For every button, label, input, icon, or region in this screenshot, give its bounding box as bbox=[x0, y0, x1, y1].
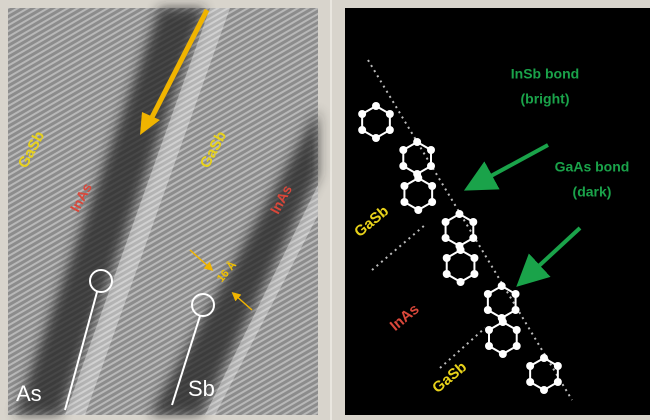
atom bbox=[441, 234, 450, 242]
atom bbox=[483, 306, 492, 314]
atom bbox=[400, 198, 409, 206]
atom bbox=[414, 206, 423, 214]
atom bbox=[498, 350, 507, 358]
atom bbox=[399, 162, 408, 170]
bond-arrow bbox=[516, 226, 582, 287]
atom bbox=[497, 282, 506, 290]
yellow-arrow bbox=[145, 8, 210, 127]
atom bbox=[385, 126, 394, 134]
atom bbox=[358, 110, 367, 118]
interface-line bbox=[367, 59, 573, 401]
atom bbox=[470, 270, 479, 278]
atom bbox=[485, 326, 494, 334]
atom bbox=[512, 326, 521, 334]
bright-bands bbox=[65, 8, 318, 415]
interface-line bbox=[439, 327, 486, 369]
atom bbox=[469, 234, 478, 242]
atom bbox=[540, 354, 548, 362]
atom bbox=[442, 254, 451, 262]
spacing-arrow bbox=[231, 292, 253, 311]
atom-chain bbox=[358, 102, 562, 394]
atom bbox=[441, 218, 450, 226]
atom bbox=[511, 290, 520, 298]
sb-pointer bbox=[171, 315, 201, 406]
atom bbox=[512, 342, 521, 350]
atom-label: As bbox=[16, 381, 42, 406]
spacing-arrow bbox=[189, 249, 214, 272]
atom bbox=[498, 318, 507, 326]
atom bbox=[372, 134, 380, 142]
atom bbox=[372, 102, 380, 110]
atom bbox=[553, 378, 562, 386]
yellow-arrow-head bbox=[140, 112, 160, 135]
atom bbox=[540, 386, 548, 394]
atom bbox=[428, 182, 437, 190]
as-pointer bbox=[64, 291, 98, 411]
sb-circle bbox=[191, 293, 215, 317]
atom bbox=[428, 198, 437, 206]
atom bbox=[455, 210, 464, 218]
atom bbox=[456, 246, 465, 254]
schematic bbox=[345, 8, 650, 415]
atom bbox=[358, 126, 367, 134]
atom bbox=[413, 138, 422, 146]
atom-label: Sb bbox=[188, 376, 215, 401]
atom bbox=[553, 362, 562, 370]
bond-note: (bright) bbox=[521, 91, 570, 107]
bond-label: GaAs bond bbox=[555, 159, 630, 175]
atom bbox=[483, 290, 492, 298]
atom bbox=[442, 270, 451, 278]
atom bbox=[485, 342, 494, 350]
atom bbox=[526, 378, 535, 386]
bond-label: InSb bond bbox=[511, 66, 579, 82]
bond-arrow bbox=[463, 143, 549, 191]
atom bbox=[414, 174, 423, 182]
atom bbox=[426, 146, 435, 154]
atom bbox=[526, 362, 535, 370]
as-circle bbox=[89, 269, 113, 293]
bond-note: (dark) bbox=[573, 184, 612, 200]
atom bbox=[511, 306, 520, 314]
atom bbox=[456, 278, 465, 286]
atom bbox=[469, 218, 478, 226]
atom bbox=[426, 162, 435, 170]
atom bbox=[470, 254, 479, 262]
atom bbox=[400, 182, 409, 190]
atom bbox=[399, 146, 408, 154]
atom bbox=[385, 110, 394, 118]
